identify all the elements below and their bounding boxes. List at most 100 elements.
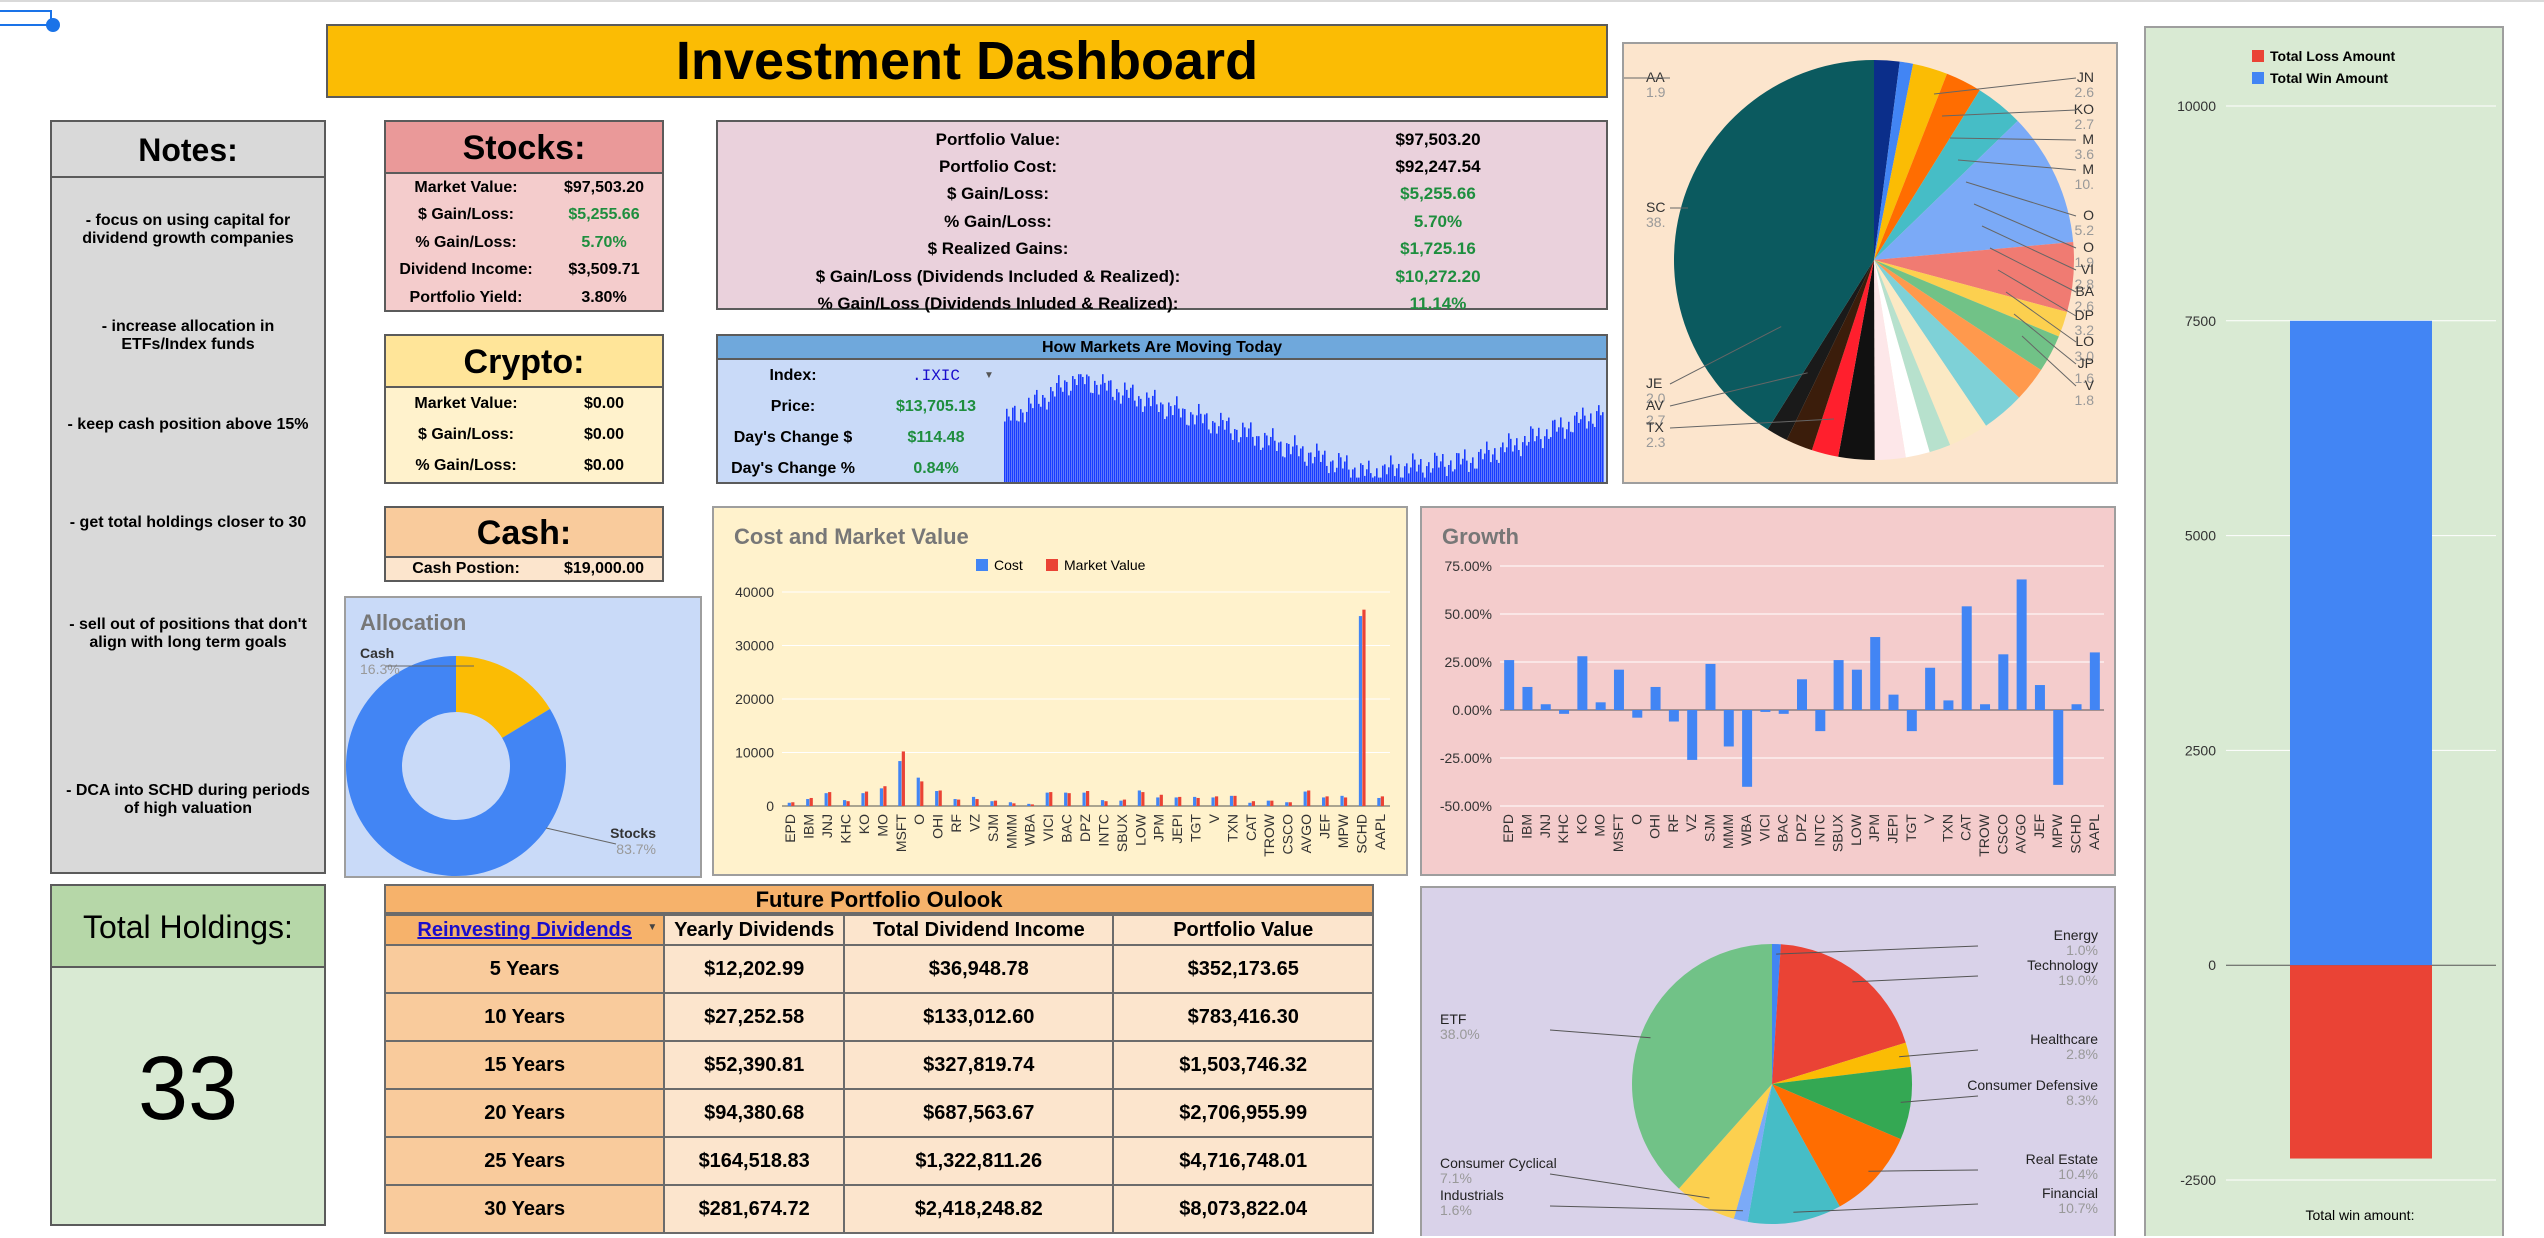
sparkline-bar xyxy=(1490,462,1492,482)
outlook-cell: $27,252.58 xyxy=(663,992,846,1042)
growth-bar-ohi xyxy=(1650,686,1661,710)
sparkline-bar xyxy=(1216,433,1218,482)
growth-bar-khc xyxy=(1559,710,1570,714)
x-tick-label: BAC xyxy=(1775,814,1791,843)
sparkline-bar xyxy=(1354,467,1356,482)
industry-label: Financial xyxy=(2042,1185,2098,1201)
sparkline-bar xyxy=(1080,374,1082,482)
sparkline-bar xyxy=(1274,440,1276,482)
index-select[interactable]: .IXIC xyxy=(911,366,960,385)
y-tick-label: -50.00% xyxy=(1440,798,1492,814)
sparkline-bar xyxy=(1104,382,1106,482)
sparkline-bar xyxy=(1114,400,1116,482)
sparkline-bar xyxy=(1036,389,1038,482)
sparkline-bar xyxy=(1388,467,1390,482)
portfolio-value: 11.14% xyxy=(1409,294,1467,314)
selection-dot[interactable] xyxy=(46,18,60,32)
outlook-period: 5 Years xyxy=(383,944,666,994)
holding-slice xyxy=(1874,260,1930,458)
bar-market-cat xyxy=(1251,801,1256,806)
portfolio-value: $92,247.54 xyxy=(1395,157,1481,177)
holdings-pct: 5.2 xyxy=(2075,222,2095,238)
sparkline-bar xyxy=(1088,376,1090,482)
sparkline-bar xyxy=(1090,392,1092,482)
top-cell-selection xyxy=(0,0,2544,2)
x-tick-label: MPW xyxy=(1335,813,1351,848)
sparkline-bar xyxy=(1118,392,1120,482)
legend-cost: Cost xyxy=(994,557,1023,573)
sparkline-bar xyxy=(1178,408,1180,482)
holdings-label: JE xyxy=(1646,375,1662,391)
growth-bar-o xyxy=(1632,710,1643,718)
sparkline-bar xyxy=(1402,477,1404,482)
market-sparkline xyxy=(1004,360,1606,482)
x-tick-label: JPM xyxy=(1151,814,1167,842)
sparkline-bar xyxy=(1020,409,1022,482)
holding-slice xyxy=(1874,63,1947,260)
bar-market-mo xyxy=(883,786,887,806)
chevron-down-icon[interactable]: ▼ xyxy=(647,922,658,933)
x-tick-label: TGT xyxy=(1188,814,1204,842)
holdings-pct: 38. xyxy=(1646,214,1665,230)
growth-bar-sbux xyxy=(1833,660,1844,710)
y-tick-label: 40000 xyxy=(735,584,774,600)
sparkline-bar xyxy=(1112,396,1114,482)
sparkline-bar xyxy=(1324,450,1326,482)
sparkline-bar xyxy=(1168,402,1170,482)
sparkline-bar xyxy=(1130,387,1132,482)
sparkline-bar xyxy=(1228,417,1230,482)
sparkline-bar xyxy=(1008,416,1010,482)
bar-market-ibm xyxy=(809,797,813,806)
sparkline-bar xyxy=(1310,452,1312,482)
sparkline-bar xyxy=(1230,433,1232,482)
reinvesting-dropdown[interactable]: Reinvesting Dividends ▼ xyxy=(383,914,666,946)
bar-market-v xyxy=(1214,796,1219,806)
sparkline-bar xyxy=(1190,412,1192,482)
growth-bar-schd xyxy=(2071,704,2082,710)
allocation-title: Allocation xyxy=(360,610,467,635)
sparkline-bar xyxy=(1360,463,1362,482)
sparkline-bar xyxy=(1358,477,1360,482)
selection-handle[interactable] xyxy=(0,10,52,26)
growth-bar-sjm xyxy=(1705,663,1716,710)
crypto-label: $ Gain/Loss: xyxy=(417,425,515,443)
outlook-period: 20 Years xyxy=(383,1088,666,1138)
industry-slice-consumer-cyclical xyxy=(1678,1084,1772,1219)
markets-dropdown-arrow[interactable]: ▼ xyxy=(984,370,994,381)
markets-label: Price: xyxy=(770,397,816,415)
holdings-label: KO xyxy=(2074,101,2094,117)
holdings-heading: Total Holdings: xyxy=(52,886,324,968)
bar-market-jepi xyxy=(1178,796,1182,806)
sparkline-bar xyxy=(1366,469,1368,482)
growth-bar-vz xyxy=(1687,710,1698,760)
y-tick-label: 10000 xyxy=(735,745,774,761)
allocation-label: Cash xyxy=(360,645,394,661)
x-tick-label: EPD xyxy=(782,814,798,843)
allocation-pct: 16.3% xyxy=(360,661,400,677)
crypto-label: Market Value: xyxy=(414,394,518,412)
sparkline-bar xyxy=(1264,432,1266,482)
sparkline-bar xyxy=(1488,449,1490,482)
sparkline-bar xyxy=(1154,389,1156,482)
leader-line xyxy=(1549,1029,1651,1039)
x-tick-label: KHC xyxy=(837,814,853,844)
y-tick-label: -2500 xyxy=(2180,1172,2216,1188)
stocks-panel: Stocks: Market Value: $97,503.20 $ Gain/Lo… xyxy=(384,120,664,312)
growth-bar-jef xyxy=(2034,685,2045,710)
sparkline-bar xyxy=(1356,477,1358,482)
y-tick-label: 0.00% xyxy=(1452,702,1492,718)
y-tick-label: 10000 xyxy=(2177,98,2216,114)
reinvesting-label: Reinvesting Dividends xyxy=(417,918,632,941)
sparkline-bar xyxy=(1212,421,1214,482)
sparkline-bar xyxy=(1542,448,1544,482)
allocation-slice-stocks xyxy=(346,656,567,876)
bar-market-bac xyxy=(1067,793,1071,806)
outlook-col-header: Yearly Dividends xyxy=(663,914,846,946)
x-tick-label: TXN xyxy=(1224,814,1240,842)
holding-slice xyxy=(1811,260,1874,457)
sparkline-bar xyxy=(1122,395,1124,482)
growth-bar-vici xyxy=(1760,710,1771,712)
sparkline-bar xyxy=(1384,464,1386,482)
industry-slice-industrials xyxy=(1733,1084,1772,1222)
growth-chart-panel: Growth -50.00% -25.00% 0.00% 25.00% 50.00% 75… xyxy=(1420,506,2116,876)
